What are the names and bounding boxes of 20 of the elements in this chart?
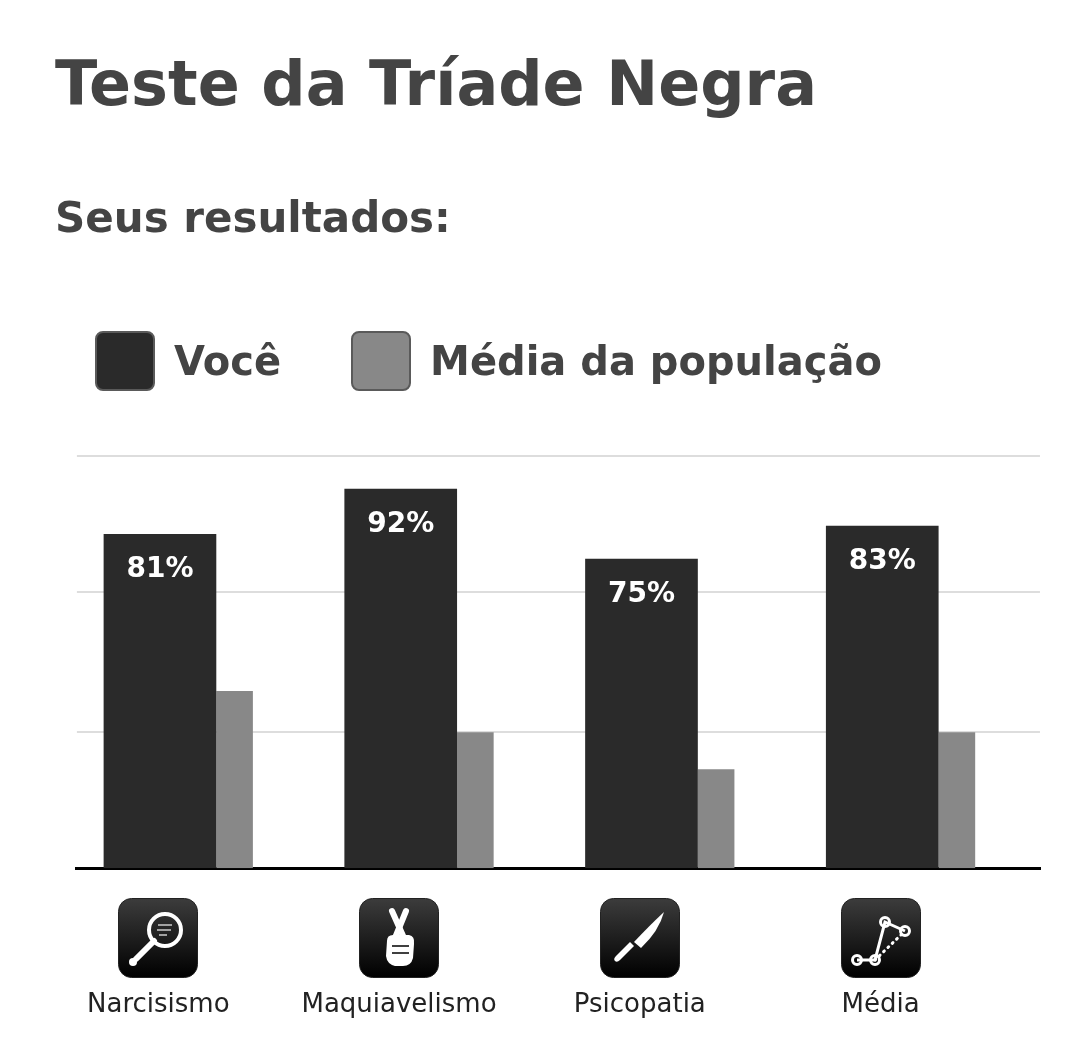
bar <box>103 534 217 869</box>
data-label: 81% <box>126 551 194 585</box>
x-tick-label: Narcisismo <box>86 987 230 1018</box>
data-label: 75% <box>607 576 675 610</box>
data-label: 83% <box>848 543 916 577</box>
legend-label: Média da população <box>430 338 882 384</box>
x-tick-label: Maquiavelismo <box>301 987 497 1018</box>
chart-subtitle: Seus resultados: <box>55 193 451 243</box>
bar <box>825 525 939 869</box>
data-label: 92% <box>367 505 435 539</box>
bar <box>697 769 735 869</box>
chart-title: Teste da Tríade Negra <box>55 47 817 120</box>
x-tick-label: Média <box>841 987 920 1018</box>
bar <box>344 488 458 869</box>
bar <box>585 558 698 869</box>
bar <box>216 690 253 869</box>
bar <box>457 732 494 869</box>
bar <box>938 732 976 869</box>
x-tick-label: Psicopatia <box>573 987 706 1018</box>
legend-label: Você <box>174 338 282 384</box>
